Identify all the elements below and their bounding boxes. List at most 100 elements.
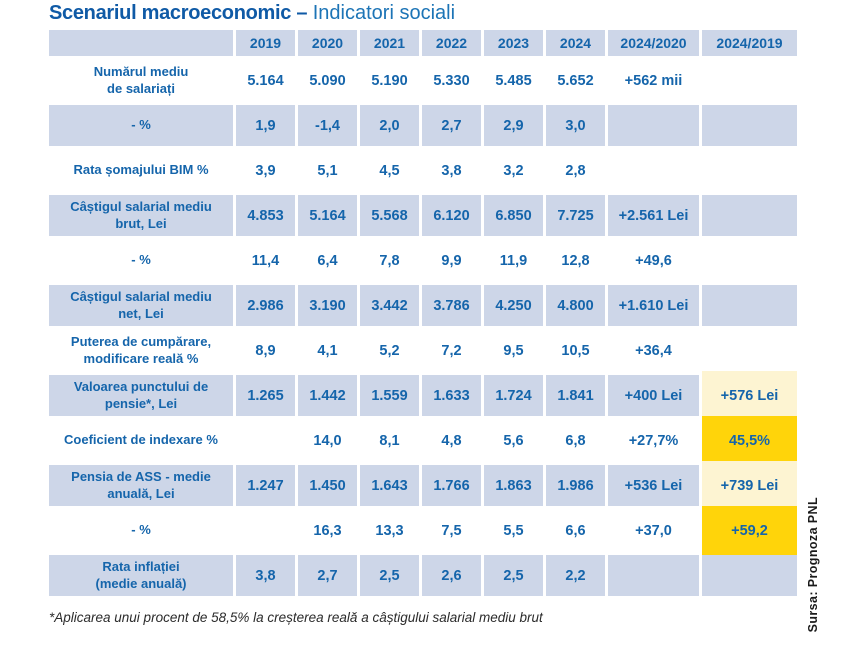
value-cell: 1.633 [422, 375, 481, 416]
value-cell: 1,9 [236, 105, 295, 146]
value-cell: 5.164 [298, 195, 357, 236]
value-cell: 5,5 [503, 522, 524, 539]
value-cell: 2,9 [484, 105, 543, 146]
value-cell: 7.725 [546, 195, 605, 236]
value-cell: 1.442 [298, 375, 357, 416]
value-cell: 10,5 [561, 342, 590, 359]
value-cell [702, 195, 797, 236]
column-header: 2024 [546, 30, 605, 56]
value-cell: 1.450 [298, 465, 357, 506]
value-cell: +562 mii [624, 72, 683, 89]
value-cell: +49,6 [635, 252, 672, 269]
page-title-main: Scenariul macroeconomic – [49, 2, 308, 24]
column-header: 2021 [360, 30, 419, 56]
row-label: - % [131, 522, 151, 538]
row-label: - % [131, 252, 151, 268]
value-cell: -1,4 [298, 105, 357, 146]
row-label: Puterea de cumpărare, modificare reală % [70, 334, 212, 366]
row-label: Câștigul salarial mediu net, Lei [49, 285, 233, 326]
value-cell: 1.247 [236, 465, 295, 506]
value-cell: +576 Lei [702, 371, 797, 420]
value-cell: 5,2 [379, 342, 400, 359]
column-header: 2024/2020 [608, 30, 699, 56]
value-cell [702, 150, 797, 191]
value-cell: 1.986 [546, 465, 605, 506]
value-cell: +1.610 Lei [608, 285, 699, 326]
value-cell: +536 Lei [608, 465, 699, 506]
value-cell: 5.485 [495, 72, 532, 89]
value-cell: 2,8 [565, 162, 586, 179]
value-cell: 4,1 [317, 342, 338, 359]
value-cell: 45,5% [702, 416, 797, 465]
column-header: 2020 [298, 30, 357, 56]
value-cell: 5.090 [309, 72, 346, 89]
indicators-table: 2019 2020 2021 2022 2023 2024 2024/2020 2024/20… [49, 30, 797, 596]
value-cell: 5.164 [247, 72, 284, 89]
value-cell: 3.190 [298, 285, 357, 326]
value-cell: 6.850 [484, 195, 543, 236]
value-cell: +27,7% [628, 432, 679, 449]
value-cell [702, 60, 797, 101]
value-cell: 1.863 [484, 465, 543, 506]
value-cell: 14,0 [313, 432, 342, 449]
page-title: Scenariul macroeconomic – Indicatori soc… [49, 1, 455, 25]
value-cell: 3.786 [422, 285, 481, 326]
value-cell: 7,2 [441, 342, 462, 359]
value-cell: 9,9 [441, 252, 462, 269]
value-cell [236, 420, 295, 461]
value-cell: 1.841 [546, 375, 605, 416]
row-label: - % [49, 105, 233, 146]
value-cell: 5.330 [433, 72, 470, 89]
value-cell: 2,5 [484, 555, 543, 596]
value-cell [702, 330, 797, 371]
value-cell: 4.853 [236, 195, 295, 236]
value-cell: 6,6 [565, 522, 586, 539]
value-cell: 1.643 [360, 465, 419, 506]
column-header: 2024/2019 [702, 30, 797, 56]
value-cell [608, 105, 699, 146]
value-cell: 12,8 [561, 252, 590, 269]
value-cell: 1.724 [484, 375, 543, 416]
value-cell: 4,5 [379, 162, 400, 179]
value-cell: 8,9 [255, 342, 276, 359]
row-label: Rata șomajului BIM % [73, 162, 209, 178]
row-label: Coeficient de indexare % [64, 432, 218, 448]
column-header: 2022 [422, 30, 481, 56]
value-cell [702, 105, 797, 146]
value-cell: +400 Lei [608, 375, 699, 416]
value-cell: 1.265 [236, 375, 295, 416]
value-cell: 5.568 [360, 195, 419, 236]
value-cell: 4.800 [546, 285, 605, 326]
value-cell [702, 240, 797, 281]
value-cell: 5.652 [557, 72, 594, 89]
row-label: Valoarea punctului de pensie*, Lei [49, 375, 233, 416]
value-cell: 9,5 [503, 342, 524, 359]
value-cell: 1.559 [360, 375, 419, 416]
value-cell: 11,9 [499, 252, 528, 269]
value-cell [236, 510, 295, 551]
value-cell: +36,4 [635, 342, 672, 359]
value-cell: 2,7 [298, 555, 357, 596]
value-cell: 4.250 [484, 285, 543, 326]
value-cell: 3,0 [546, 105, 605, 146]
value-cell: 1.766 [422, 465, 481, 506]
source-label: Sursa: Prognoza PNL [806, 496, 820, 632]
value-cell: 5.190 [371, 72, 408, 89]
value-cell: 3,8 [441, 162, 462, 179]
value-cell: 3.442 [360, 285, 419, 326]
value-cell: 11,4 [251, 252, 280, 269]
column-header: 2023 [484, 30, 543, 56]
value-cell [608, 555, 699, 596]
row-label: Rata inflației (medie anuală) [49, 555, 233, 596]
column-header-empty [49, 30, 233, 56]
page-title-sub: Indicatori sociali [312, 2, 456, 24]
value-cell: +59,2 [702, 506, 797, 555]
value-cell: 4,8 [441, 432, 462, 449]
value-cell: 5,1 [317, 162, 338, 179]
value-cell: +37,0 [635, 522, 672, 539]
value-cell: +739 Lei [702, 461, 797, 510]
value-cell: 2,0 [360, 105, 419, 146]
value-cell: 6,8 [565, 432, 586, 449]
row-label: Câștigul salarial mediu brut, Lei [49, 195, 233, 236]
